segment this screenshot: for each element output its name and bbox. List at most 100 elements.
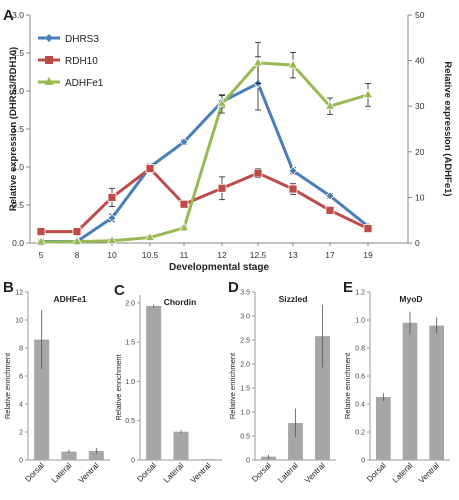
y-tick-label-left: 0.5 — [12, 200, 24, 210]
legend-label-adhfe1: ADHFe1 — [65, 78, 104, 89]
panel-label-b: B — [3, 279, 14, 296]
panel-d: D Sizzled 0 0.5 1.0 1.5 2.0 2.5 3.0 3.5 Relative e… — [228, 279, 336, 485]
y-tick-label: 8 — [19, 346, 23, 353]
panel-title-d: Sizzled — [279, 294, 308, 304]
data-point-rdh10 — [72, 227, 82, 237]
x-tick-label: 10.5 — [142, 250, 159, 260]
data-point-adhfe1 — [35, 236, 47, 246]
y-tick-label: 3.5 — [240, 290, 250, 297]
series-line-dhrs3 — [41, 81, 369, 243]
x-tick-label: 8 — [75, 250, 80, 260]
y-tick-label-right: 40 — [415, 56, 425, 66]
x-tick-label: Ventral — [77, 461, 101, 485]
y-axis-title: Relative enrichment — [114, 353, 123, 420]
y-axis-title: Relative enrichment — [3, 352, 12, 419]
panel-title-e: MyoD — [399, 294, 422, 304]
x-tick-label: Dorsal — [135, 461, 158, 484]
data-point-adhfe1 — [216, 98, 228, 108]
y-axis-title: Relative enrichment — [343, 352, 352, 419]
y-tick-label: 0.6 — [355, 374, 365, 381]
x-tick-label: Ventral — [417, 461, 441, 485]
y-tick-label-left: 2.0 — [12, 86, 24, 96]
y-tick-label: 2.0 — [125, 300, 135, 307]
data-point-dhrs3 — [179, 137, 189, 147]
y-tick-label-right: 30 — [415, 101, 425, 111]
panel-label-c: C — [114, 282, 125, 299]
y-tick-label: 1.5 — [240, 386, 250, 393]
legend-label-rdh10: RDH10 — [65, 56, 98, 67]
y-tick-label: 0 — [361, 458, 365, 465]
y-tick-label-right: 0 — [415, 238, 420, 248]
x-tick-label: Dorsal — [23, 461, 46, 484]
x-tick-label: Lateral — [50, 461, 74, 485]
bar-dorsal — [146, 306, 162, 460]
x-tick-label: Lateral — [391, 461, 415, 485]
y-tick-label: 4 — [19, 402, 23, 409]
y-tick-label: 0 — [19, 458, 23, 465]
bar-ventral — [429, 325, 444, 460]
data-point-dhrs3 — [107, 213, 117, 223]
y-axis-title: Relative enrichment — [228, 352, 237, 419]
bar-dorsal — [376, 397, 391, 460]
data-point-dhrs3 — [325, 191, 335, 201]
y-tick-label: 12 — [15, 290, 23, 297]
panel-title-b: ADHFe1 — [53, 294, 86, 304]
data-point-rdh10 — [217, 183, 227, 193]
y-tick-label: 3.0 — [240, 314, 250, 321]
data-point-rdh10 — [288, 184, 298, 194]
data-point-rdh10 — [36, 227, 46, 237]
y-tick-label-right: 50 — [415, 10, 425, 20]
y-tick-label: 1.0 — [355, 318, 365, 325]
data-point-adhfe1 — [178, 222, 190, 232]
y-tick-label: 1.0 — [125, 379, 135, 386]
panel-b: B ADHFe1 0 2 4 6 8 10 12 Relative enrichment Dorsa… — [3, 279, 110, 485]
panel-label-a: A — [3, 7, 14, 24]
bar-ventral — [315, 336, 330, 460]
x-tick-label: Lateral — [276, 461, 300, 485]
y-tick-label-left: 3.0 — [12, 10, 24, 20]
data-point-adhfe1 — [362, 88, 374, 99]
x-axis-title: Developmental stage — [169, 262, 269, 273]
panel-title-c: Chordin — [164, 297, 197, 307]
y-axis-title-left: Relative expression (DHRS3/RDH10) — [8, 47, 19, 211]
data-point-adhfe1 — [287, 59, 299, 69]
y-tick-label-left: 1.0 — [12, 162, 24, 172]
data-point-adhfe1 — [252, 57, 264, 67]
y-tick-label: 0.5 — [125, 418, 135, 425]
x-tick-label: 5 — [39, 250, 44, 260]
x-tick-label: 12 — [217, 250, 227, 260]
bar-ventral — [200, 459, 216, 460]
x-tick-label: Dorsal — [365, 461, 388, 484]
panel-label-d: D — [228, 279, 239, 296]
bar-ventral — [88, 450, 104, 460]
data-point-rdh10 — [145, 164, 155, 173]
data-point-adhfe1 — [144, 231, 156, 241]
data-point-adhfe1 — [324, 100, 336, 110]
x-tick-label: Ventral — [189, 461, 213, 485]
x-tick-label: 12.5 — [250, 250, 267, 260]
y-tick-label: 0.8 — [355, 346, 365, 353]
data-point-rdh10 — [325, 205, 335, 215]
x-tick-label: 10 — [107, 250, 117, 260]
y-tick-label-right: 20 — [415, 147, 425, 157]
y-tick-label: 2.5 — [240, 338, 250, 345]
data-point-rdh10 — [363, 224, 373, 233]
bar-lateral — [173, 431, 189, 460]
y-axis-title-right: Relative expression (ADHFe1) — [442, 61, 453, 196]
y-tick-label-left: 2.5 — [12, 48, 24, 58]
data-point-adhfe1 — [106, 234, 118, 245]
y-tick-label-left: 1.5 — [12, 124, 24, 134]
y-tick-label: 10 — [15, 318, 23, 325]
series-line-adhfe1 — [40, 61, 369, 244]
x-tick-label: 19 — [363, 250, 373, 260]
x-tick-label: 13 — [288, 250, 298, 260]
y-tick-label: 0 — [246, 458, 250, 465]
y-tick-label: 0.2 — [355, 430, 365, 437]
y-tick-label: 2 — [19, 430, 23, 437]
bar-dorsal — [34, 339, 50, 460]
legend-marker — [45, 56, 53, 64]
y-tick-label: 6 — [19, 374, 23, 381]
data-point-rdh10 — [107, 192, 117, 202]
bar-lateral — [61, 451, 77, 460]
